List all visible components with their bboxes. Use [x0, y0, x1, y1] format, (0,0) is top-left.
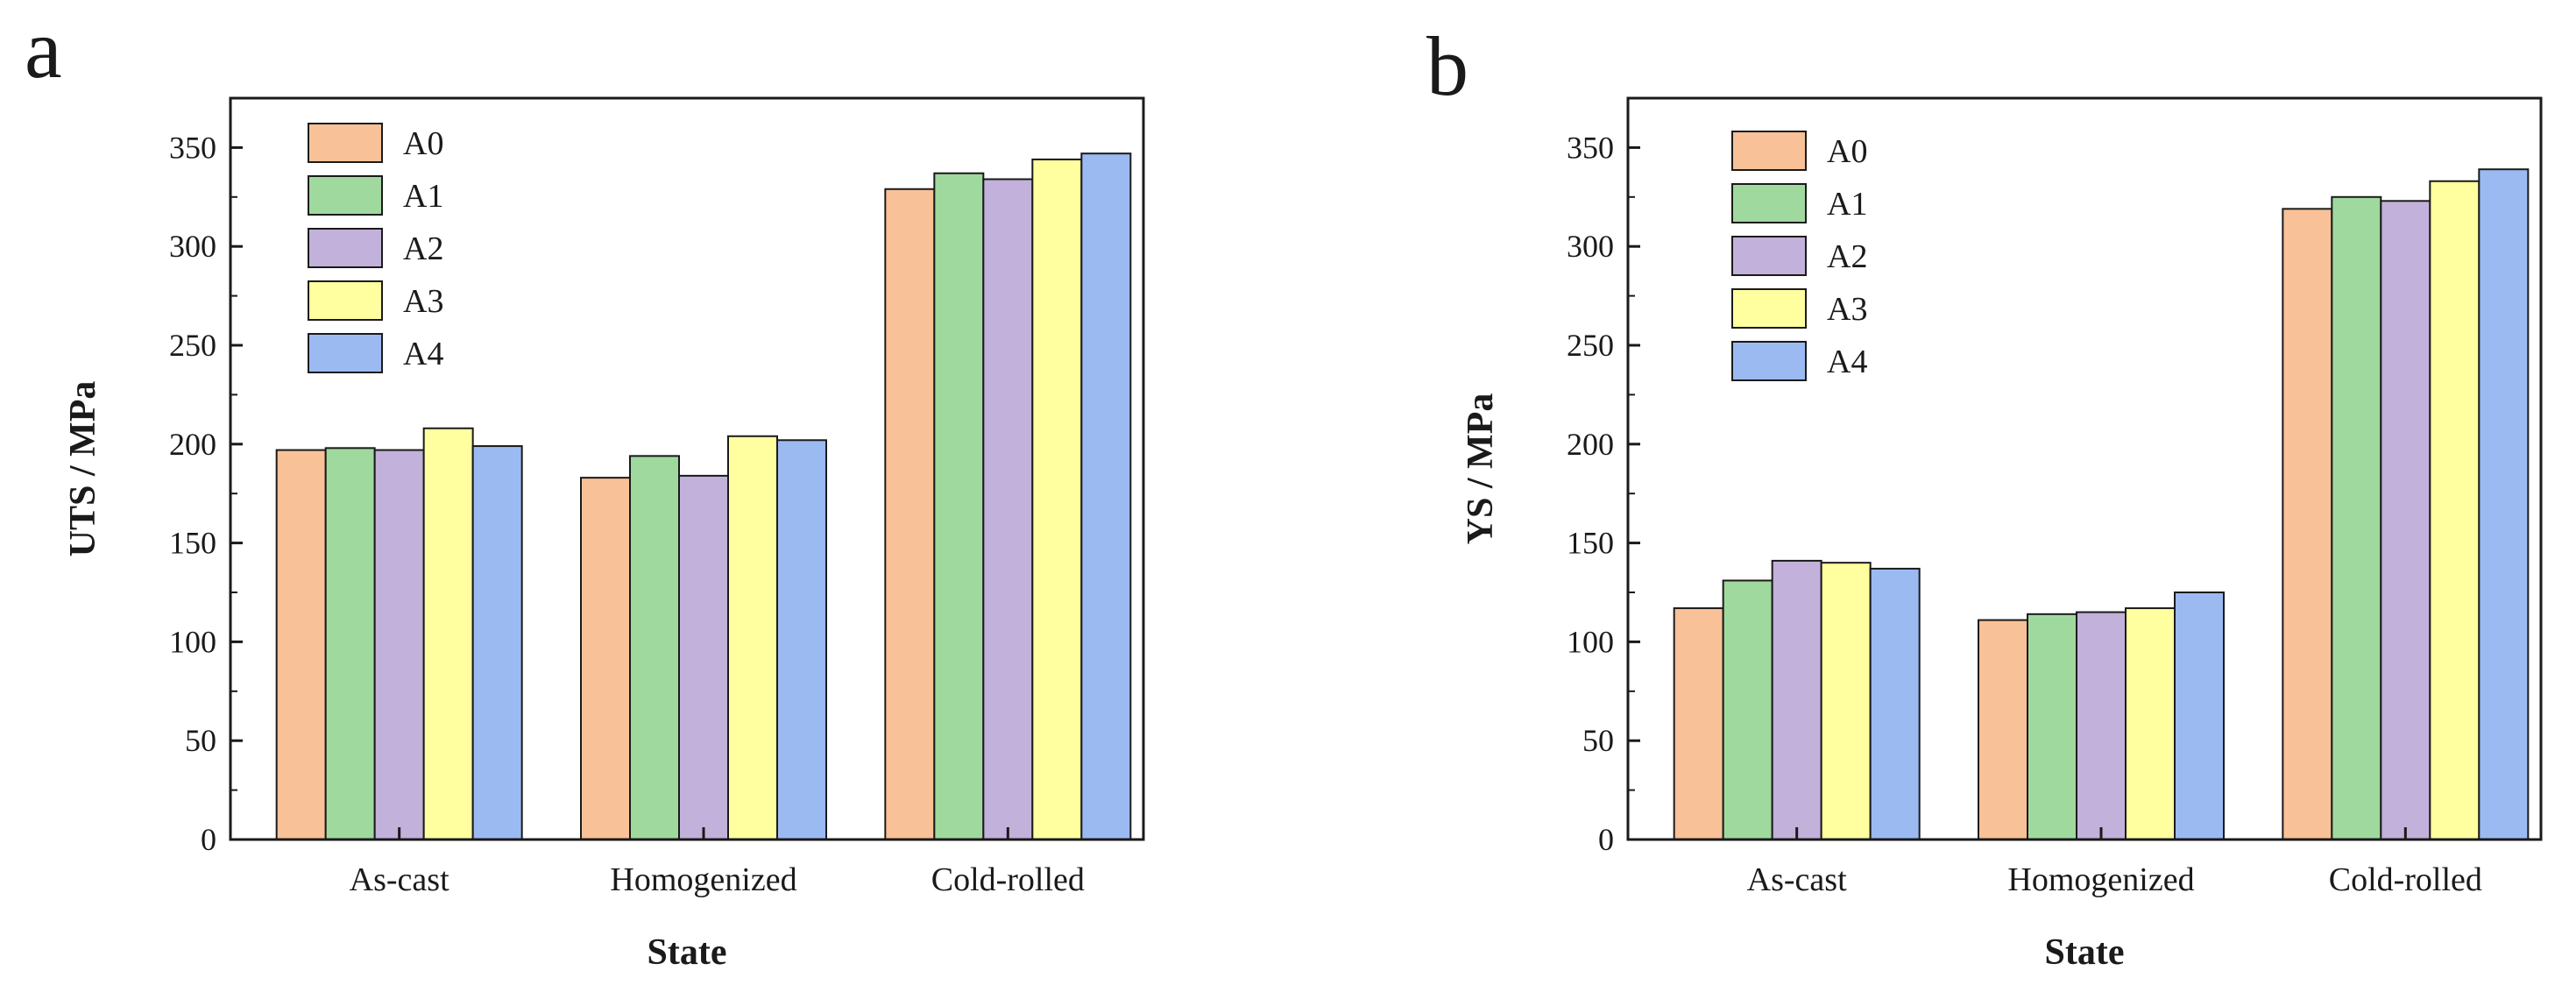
- legend-label-a1: A1: [403, 178, 443, 215]
- y-tick-label: 0: [201, 822, 216, 857]
- bar-a4-cold-rolled: [2478, 168, 2530, 840]
- x-tick-label-homogenized: Homogenized: [2007, 861, 2194, 898]
- y-tick-label: 150: [169, 526, 216, 561]
- y-ticks-a: 0 50 100 150 200 250 300 350: [169, 97, 243, 857]
- y-tick-label: 200: [169, 427, 216, 462]
- y-tick-label: 100: [169, 624, 216, 659]
- legend-swatch-a2: [1731, 236, 1807, 276]
- y-axis-title-a: UTS / MPa: [63, 381, 103, 557]
- bar-a2-homogenized: [2076, 611, 2127, 840]
- bar-a3-homogenized: [2125, 607, 2176, 840]
- bar-a3-as-cast: [1820, 562, 1872, 840]
- bar-a0-homogenized: [1978, 619, 2028, 840]
- bar-a0-cold-rolled: [2282, 208, 2333, 840]
- y-axis-title-b: YS / MPa: [1461, 393, 1501, 545]
- legend-swatch-a0: [1731, 131, 1807, 171]
- bar-a1-as-cast: [1722, 579, 1773, 840]
- y-tick-label: 350: [169, 130, 216, 165]
- x-tick-label-as-cast: As-cast: [350, 861, 449, 898]
- legend-swatch-a3: [308, 280, 383, 321]
- bar-a4-homogenized: [776, 439, 827, 840]
- bar-a2-as-cast: [373, 449, 425, 840]
- legend-label-a3: A3: [403, 283, 443, 320]
- x-tick-label-cold-rolled: Cold-rolled: [2329, 861, 2482, 898]
- legend-b: A0 A1 A2 A3 A4: [1731, 131, 1867, 381]
- legend-label-a0: A0: [1827, 133, 1867, 170]
- y-tick-label: 250: [169, 328, 216, 363]
- legend-label-a0: A0: [403, 125, 443, 162]
- legend-swatch-a4: [308, 333, 383, 373]
- legend-label-a2: A2: [403, 230, 443, 267]
- bar-a0-as-cast: [275, 449, 327, 840]
- bar-a0-cold-rolled: [884, 188, 936, 840]
- bar-a1-cold-rolled: [2331, 195, 2382, 841]
- bar-a3-cold-rolled: [2429, 180, 2480, 840]
- bar-a3-as-cast: [422, 427, 474, 840]
- x-tick-label-as-cast: As-cast: [1747, 861, 1847, 898]
- y-tick-label: 200: [1567, 427, 1614, 462]
- bar-a2-cold-rolled: [982, 178, 1034, 841]
- bar-a4-as-cast: [1869, 567, 1921, 840]
- legend-swatch-a3: [1731, 288, 1807, 329]
- legend-swatch-a1: [1731, 183, 1807, 223]
- bar-a1-as-cast: [324, 447, 376, 840]
- x-tick-label-homogenized: Homogenized: [610, 861, 796, 898]
- y-tick-label: 250: [1567, 328, 1614, 363]
- y-tick-label: 350: [1567, 130, 1614, 165]
- plot-frame-a: [229, 96, 1145, 841]
- bar-a4-as-cast: [471, 445, 523, 840]
- y-tick-label: 0: [1598, 822, 1614, 857]
- legend-label-a3: A3: [1827, 291, 1867, 328]
- x-tick-labels-b: As-cast Homogenized Cold-rolled: [1747, 827, 2482, 898]
- bar-a2-as-cast: [1771, 559, 1822, 840]
- y-ticks-b: 0 50 100 150 200 250 300 350: [1567, 97, 1640, 857]
- y-tick-label: 300: [1567, 229, 1614, 264]
- y-tick-label: 150: [1567, 526, 1614, 561]
- bar-a3-cold-rolled: [1031, 158, 1083, 841]
- bar-a0-homogenized: [580, 477, 631, 840]
- bar-a2-cold-rolled: [2380, 200, 2431, 840]
- y-tick-label: 50: [1582, 723, 1614, 758]
- bar-a2-homogenized: [678, 474, 729, 840]
- bar-a1-homogenized: [629, 455, 680, 840]
- y-tick-label: 300: [169, 229, 216, 264]
- bar-a1-cold-rolled: [933, 172, 985, 840]
- x-axis-title-b: State: [2045, 932, 2125, 973]
- legend-swatch-a2: [308, 228, 383, 268]
- x-tick-label-cold-rolled: Cold-rolled: [931, 861, 1085, 898]
- x-tick-labels-a: As-cast Homogenized Cold-rolled: [350, 827, 1085, 898]
- bars-a: [275, 152, 1132, 841]
- bar-a4-homogenized: [2174, 592, 2225, 840]
- bar-a1-homogenized: [2027, 613, 2077, 840]
- plot-frame-b: [1626, 96, 2543, 841]
- legend-label-a2: A2: [1827, 238, 1867, 275]
- panel-label-a: a: [25, 2, 62, 96]
- chart-panel-a: a 0 50 100 150 200 250 300 350 As-cast Homogeniz…: [25, 2, 1145, 973]
- legend-a: A0 A1 A2 A3 A4: [308, 123, 443, 373]
- bar-a3-homogenized: [727, 435, 778, 840]
- legend-swatch-a4: [1731, 341, 1807, 381]
- legend-swatch-a0: [308, 123, 383, 163]
- legend-label-a1: A1: [1827, 186, 1867, 223]
- chart-panel-b: b 0 50 100 150 200 250 300 350 As-cast Homogeniz…: [1426, 19, 2543, 973]
- panel-label-b: b: [1426, 19, 1468, 113]
- y-tick-label: 50: [185, 723, 216, 758]
- x-axis-title-a: State: [648, 932, 727, 973]
- legend-swatch-a1: [308, 175, 383, 216]
- bar-a0-as-cast: [1673, 607, 1724, 840]
- y-tick-label: 100: [1567, 624, 1614, 659]
- bar-a4-cold-rolled: [1080, 152, 1132, 840]
- bars-b: [1673, 168, 2530, 841]
- legend-label-a4: A4: [1827, 344, 1867, 380]
- legend-label-a4: A4: [403, 336, 443, 372]
